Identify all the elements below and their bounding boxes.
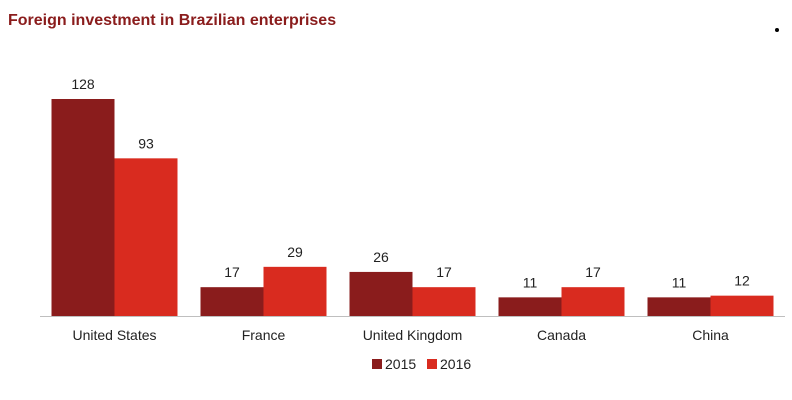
bar-2016-canada — [561, 287, 625, 316]
chart-title: Foreign investment in Brazilian enterpri… — [8, 12, 337, 29]
bar-2016-united-kingdom — [412, 287, 476, 316]
data-label: 29 — [287, 244, 303, 260]
legend-swatch-2016 — [427, 359, 437, 369]
data-label: 17 — [436, 264, 452, 280]
data-label: 17 — [224, 264, 240, 280]
bar-2016-china — [710, 295, 774, 316]
legend-label-2016: 2016 — [440, 356, 471, 372]
data-label: 12 — [734, 273, 750, 289]
legend-label-2015: 2015 — [385, 356, 416, 372]
x-tick-label: Canada — [537, 327, 586, 343]
bar-2015-united-kingdom — [349, 271, 413, 316]
bar-2015-france — [200, 287, 264, 316]
bar-2015-united-states — [51, 99, 115, 316]
bar-2016-united-states — [114, 158, 178, 316]
data-label: 17 — [585, 264, 601, 280]
decorative-dot — [775, 28, 779, 32]
bar-2016-france — [263, 266, 327, 316]
data-label: 93 — [138, 135, 154, 151]
legend-swatch-2015 — [372, 359, 382, 369]
bar-2015-china — [647, 297, 711, 316]
data-label: 128 — [71, 76, 95, 92]
x-tick-label: China — [692, 327, 729, 343]
bar-2015-canada — [498, 297, 562, 316]
data-label: 11 — [523, 274, 538, 290]
data-label: 11 — [672, 274, 687, 290]
x-tick-label: United States — [72, 327, 156, 343]
data-label: 26 — [373, 249, 389, 265]
x-tick-label: France — [242, 327, 286, 343]
x-tick-label: United Kingdom — [363, 327, 463, 343]
